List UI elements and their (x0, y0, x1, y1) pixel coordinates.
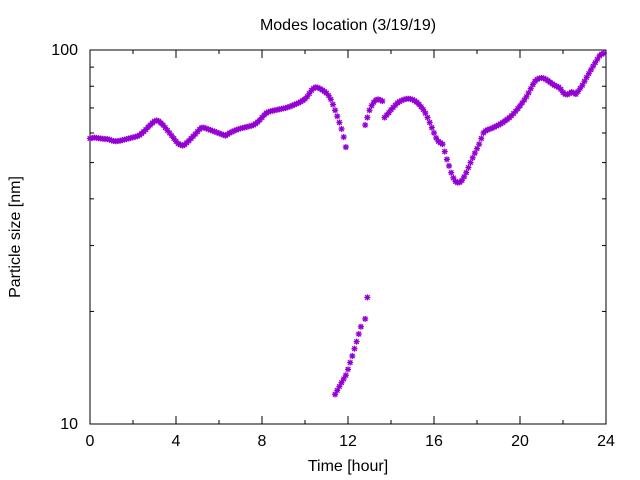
y-axis: 10 100 (51, 42, 606, 433)
data-point (366, 107, 373, 114)
data-point (306, 90, 313, 97)
x-tick-label: 20 (511, 433, 529, 450)
data-point (342, 372, 349, 379)
x-tick-label: 0 (86, 433, 95, 450)
data-point (353, 338, 360, 345)
data-point (446, 162, 453, 169)
x-tick-label: 8 (258, 433, 267, 450)
data-point (471, 150, 478, 157)
data-point (467, 159, 474, 166)
data-point (351, 345, 358, 352)
data-point (342, 144, 349, 151)
chart-title: Modes location (3/19/19) (260, 17, 436, 34)
data-point (355, 331, 362, 338)
data-point (465, 164, 472, 171)
data-point (448, 169, 455, 176)
data-point (379, 98, 386, 105)
x-axis-label: Time [hour] (308, 458, 388, 475)
data-points (87, 50, 607, 398)
data-point (600, 50, 607, 57)
data-point (441, 148, 448, 155)
x-tick-label: 24 (597, 433, 615, 450)
data-point (332, 107, 339, 114)
y-tick-label: 10 (60, 416, 78, 433)
data-point (424, 114, 431, 121)
y-tick-label: 100 (51, 42, 78, 59)
data-point (478, 135, 485, 142)
data-point (431, 129, 437, 136)
data-point (469, 154, 476, 161)
data-point (338, 125, 345, 132)
data-point (336, 119, 343, 126)
x-tick-label: 12 (339, 433, 357, 450)
data-point (575, 88, 582, 95)
data-point (476, 141, 483, 148)
x-tick-label: 4 (172, 433, 181, 450)
data-point (329, 101, 336, 108)
data-point (349, 352, 356, 359)
data-point (327, 96, 334, 103)
data-point (357, 323, 364, 330)
x-axis: 0 4 8 12 16 20 24 (86, 50, 615, 450)
data-point (345, 366, 351, 373)
data-point (439, 141, 446, 148)
data-point (362, 122, 369, 129)
data-point (334, 113, 341, 120)
data-point (426, 119, 433, 126)
data-point (340, 134, 347, 141)
data-point (364, 294, 371, 301)
data-point (362, 315, 369, 322)
data-point (364, 114, 371, 121)
data-point (428, 124, 435, 131)
y-axis-label: Particle size [nm] (7, 176, 24, 298)
data-point (338, 379, 345, 386)
data-point (347, 359, 354, 366)
data-point (443, 156, 450, 163)
data-point (463, 169, 470, 176)
x-tick-label: 16 (425, 433, 443, 450)
